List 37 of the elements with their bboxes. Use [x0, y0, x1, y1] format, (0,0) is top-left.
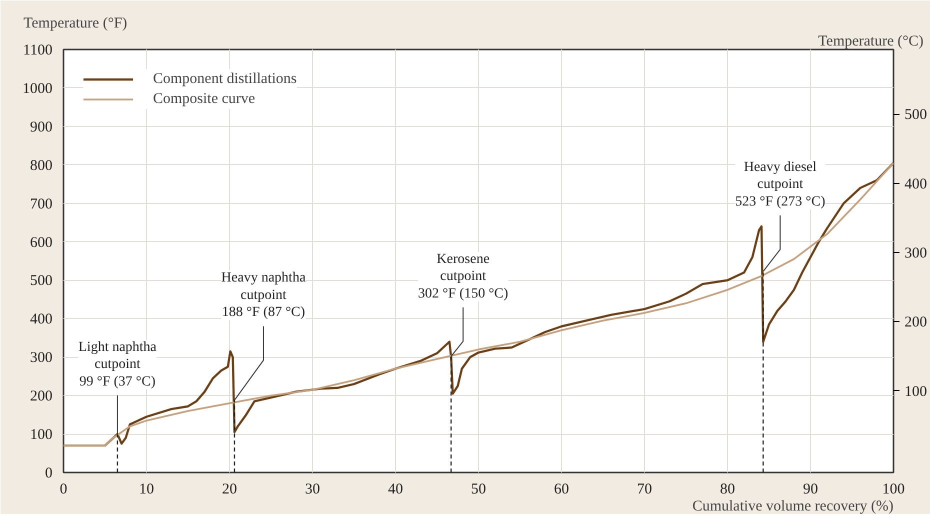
annotation: Heavy diesel cutpoint 523 °F (273 °C) [735, 160, 826, 210]
y-tick-label: 400 [30, 312, 52, 328]
y2-tick-label: 400 [904, 176, 927, 192]
x-tick-label: 40 [388, 482, 403, 498]
y2-tick-label: 500 [904, 107, 927, 124]
y-axis-title: Temperature (°F) [24, 16, 128, 32]
legend-label: Component distillations [153, 70, 297, 88]
annotation: Kerosene cutpoint 302 °F (150 °C) [418, 252, 509, 302]
x-tick-label: 30 [305, 482, 320, 498]
x-tick-label: 10 [139, 482, 154, 498]
y-tick-label: 1100 [23, 42, 53, 58]
y-tick-label: 300 [30, 350, 52, 366]
y-tick-label: 1000 [22, 80, 52, 97]
annotation: Heavy naphtha cutpoint 188 °F (87 °C) [221, 270, 306, 320]
x-tick-label: 60 [554, 482, 569, 498]
legend-label: Composite curve [153, 90, 256, 108]
y2-axis-title: Temperature (°C) [818, 34, 924, 50]
y2-tick-label: 100 [904, 384, 927, 400]
x-axis-title: Cumulative volume recovery (%) [692, 498, 894, 514]
x-tick-label: 0 [60, 482, 68, 498]
y-tick-label: 600 [30, 234, 52, 251]
x-tick-label: 90 [803, 482, 818, 498]
x-tick-label: 100 [882, 482, 905, 498]
x-tick-label: 80 [720, 482, 735, 498]
y-tick-label: 500 [30, 273, 52, 290]
annotation: Light naphtha cutpoint 99 °F (37 °C) [78, 340, 158, 390]
x-tick-label: 20 [222, 482, 237, 498]
y-tick-label: 800 [30, 158, 52, 174]
y-tick-label: 100 [30, 427, 52, 444]
y-tick-label: 0 [45, 466, 52, 482]
y-tick-label: 200 [30, 388, 52, 405]
y-tick-label: 900 [30, 119, 52, 136]
y-tick-label: 700 [30, 196, 52, 212]
x-tick-label: 70 [637, 482, 652, 498]
y2-tick-label: 300 [904, 246, 927, 262]
y2-tick-label: 200 [904, 314, 927, 331]
x-tick-label: 50 [471, 482, 486, 498]
